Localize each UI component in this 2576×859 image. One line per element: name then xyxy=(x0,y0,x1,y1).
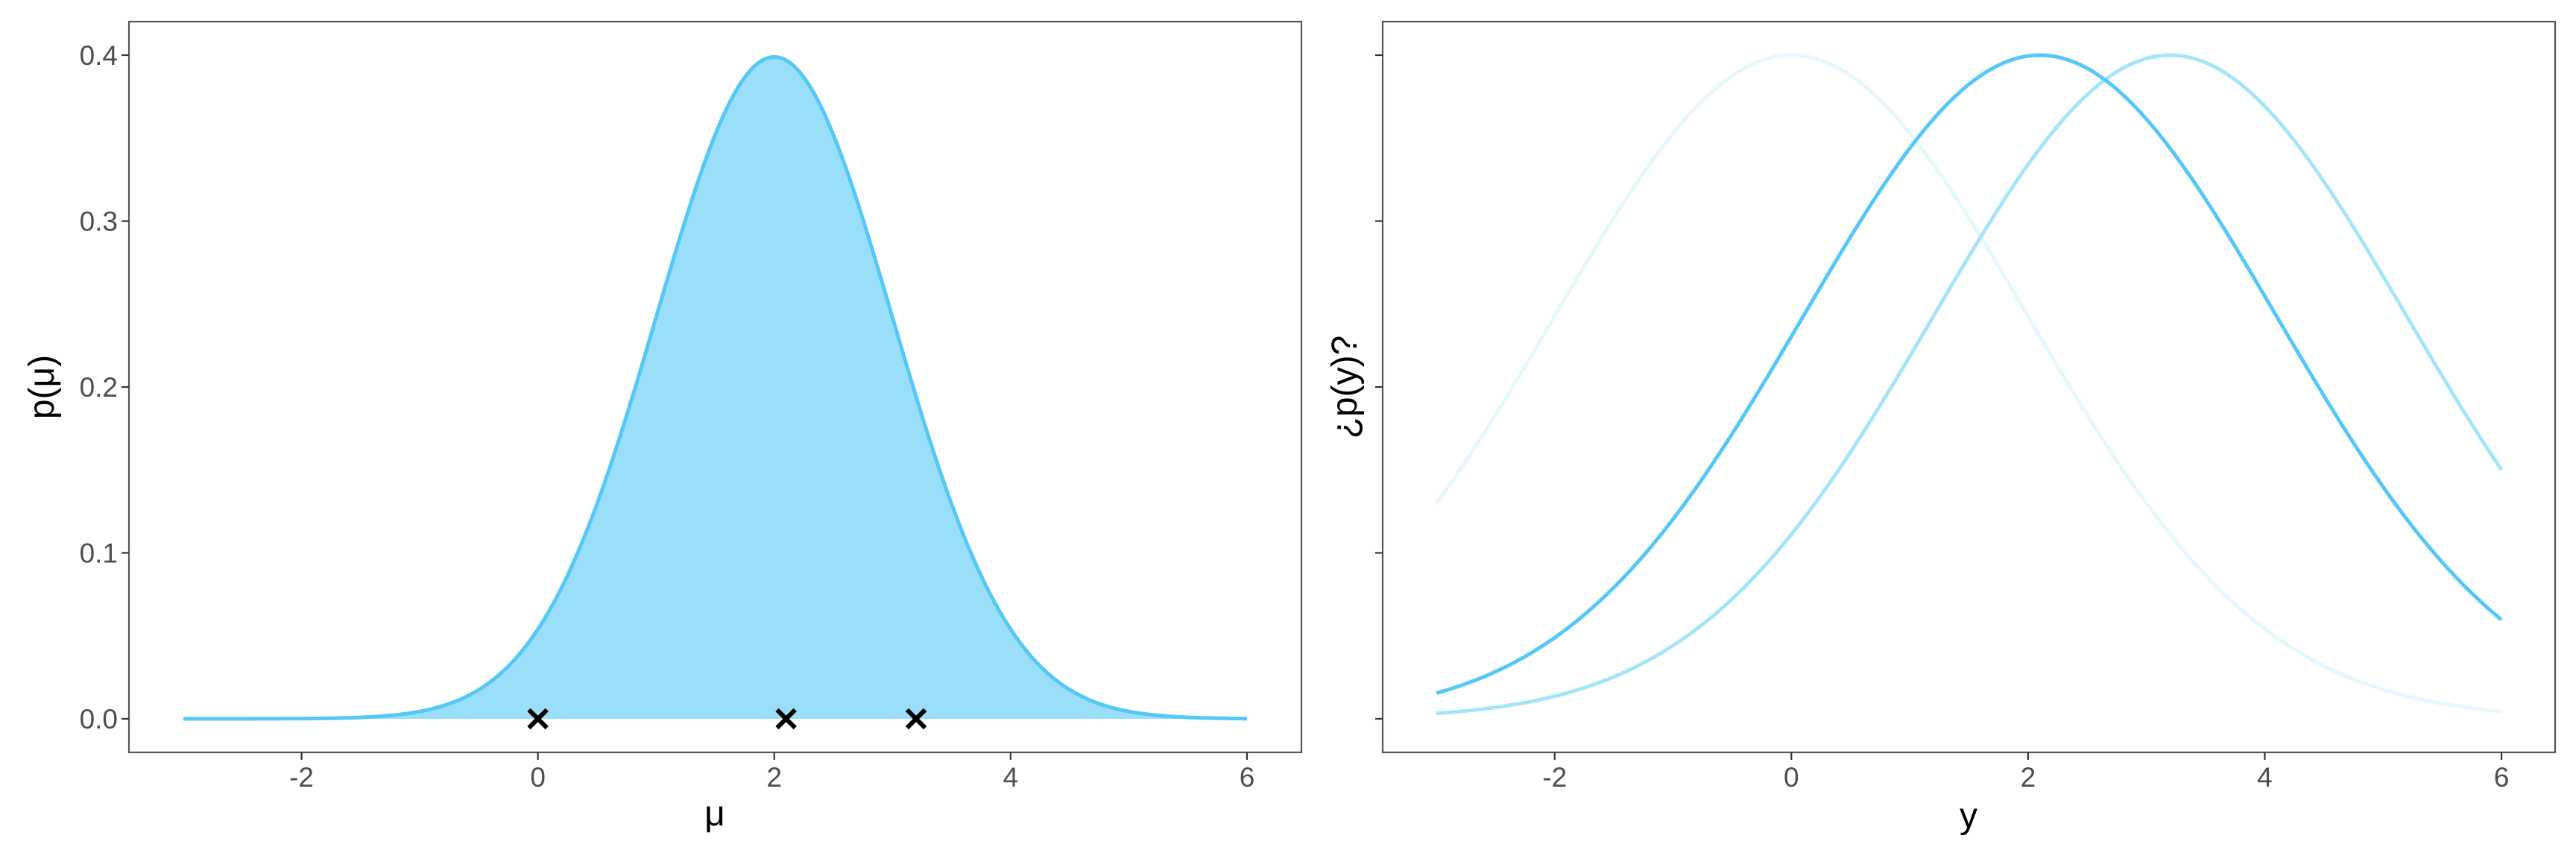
prior-density-panel: -2 0 2 4 6 0.0 0.1 0.2 0.3 0.4 μ p(μ) xyxy=(22,20,1303,834)
left-x-axis-title: μ xyxy=(704,794,725,834)
observation-markers xyxy=(527,708,927,730)
left-y-axis-title: p(μ) xyxy=(22,355,62,419)
x-tick-label: 0 xyxy=(530,762,546,793)
density-line xyxy=(183,54,1247,721)
x-tick-label: -2 xyxy=(289,762,314,793)
left-y-axis: 0.0 0.1 0.2 0.3 0.4 xyxy=(80,40,129,734)
x-tick-label: 2 xyxy=(2021,762,2036,793)
x-tick-label: 0 xyxy=(1784,762,1799,793)
x-tick-label: 4 xyxy=(2257,762,2273,793)
x-marker xyxy=(905,708,927,730)
x-marker xyxy=(775,708,797,730)
right-x-axis: -2 0 2 4 6 xyxy=(1542,752,2509,793)
x-tick-label: 6 xyxy=(2494,762,2510,793)
right-x-axis-title: y xyxy=(1960,796,1977,836)
y-tick-label: 0.1 xyxy=(80,538,118,569)
predictive-panel: -2 0 2 4 6 y ¿p(y)? xyxy=(1325,20,2557,836)
left-x-axis: -2 0 2 4 6 xyxy=(289,752,1254,793)
y-tick-label: 0.0 xyxy=(80,704,118,734)
predictive-density-line xyxy=(1436,53,2503,695)
predictive-density-line xyxy=(1436,53,2504,716)
y-tick-label: 0.2 xyxy=(80,372,118,403)
x-tick-label: 4 xyxy=(1003,762,1019,793)
x-marker xyxy=(527,708,549,730)
x-tick-label: 2 xyxy=(766,762,782,793)
density-area xyxy=(183,57,1247,719)
right-y-axis xyxy=(1375,54,1383,720)
y-tick-label: 0.4 xyxy=(80,40,118,71)
right-y-axis-title: ¿p(y)? xyxy=(1325,336,1365,439)
x-tick-label: 6 xyxy=(1240,762,1255,793)
x-tick-label: -2 xyxy=(1542,762,1567,793)
predictive-density-line xyxy=(1434,53,2502,714)
y-tick-label: 0.3 xyxy=(80,207,118,237)
right-panel-border xyxy=(1381,20,2557,754)
predictive-lines xyxy=(1434,53,2504,716)
